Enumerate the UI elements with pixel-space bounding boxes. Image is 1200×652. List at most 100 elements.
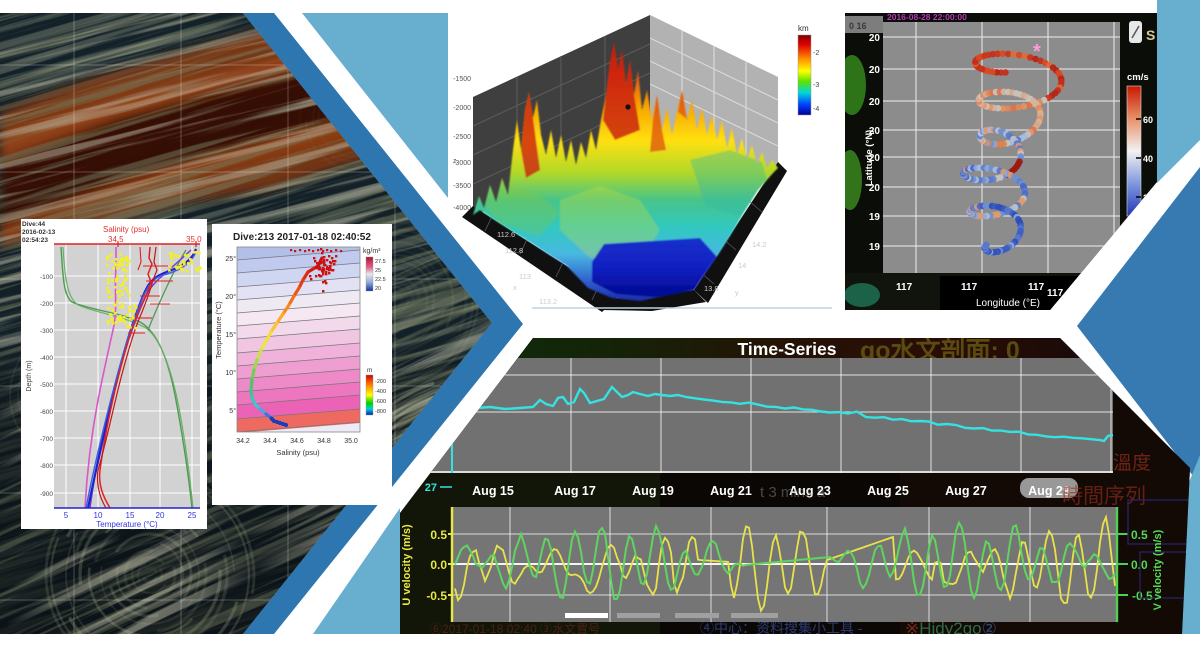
- svg-text:10: 10: [94, 511, 103, 520]
- svg-text:Aug 21: Aug 21: [710, 484, 752, 498]
- svg-text:-100: -100: [40, 274, 53, 281]
- svg-text:m: m: [367, 367, 372, 374]
- svg-text:112.8: 112.8: [505, 246, 523, 255]
- svg-text:20: 20: [375, 286, 381, 292]
- svg-text:14: 14: [738, 261, 746, 270]
- svg-text:34.6: 34.6: [290, 438, 304, 445]
- svg-text:-200: -200: [375, 379, 386, 385]
- svg-text:⑥2017-01-18 02:40 ③水文置号: ⑥2017-01-18 02:40 ③水文置号: [430, 621, 600, 636]
- svg-text:112.6: 112.6: [497, 230, 515, 239]
- svg-text:Aug 25: Aug 25: [867, 484, 909, 498]
- svg-text:Aug 17: Aug 17: [554, 484, 596, 498]
- svg-text:-0.5: -0.5: [426, 589, 447, 603]
- svg-text:Salinity (psu): Salinity (psu): [103, 225, 150, 234]
- svg-text:5°: 5°: [229, 407, 236, 415]
- svg-text:117: 117: [961, 282, 978, 293]
- svg-text:20: 20: [156, 511, 165, 520]
- svg-text:-800: -800: [40, 463, 53, 470]
- svg-text:60: 60: [1143, 115, 1153, 125]
- svg-text:Temperature (°C): Temperature (°C): [96, 520, 158, 529]
- svg-text:km: km: [798, 24, 809, 33]
- svg-text:Latitude (°N): Latitude (°N): [864, 130, 875, 187]
- svg-text:20: 20: [869, 183, 881, 194]
- svg-text:Dive:213 2017-01-18 02:40:52: Dive:213 2017-01-18 02:40:52: [233, 232, 371, 243]
- svg-text:20: 20: [869, 126, 881, 137]
- svg-text:25: 25: [188, 511, 197, 520]
- svg-text:V velocity (m/s): V velocity (m/s): [1152, 529, 1164, 610]
- svg-text:-600: -600: [40, 409, 53, 416]
- svg-text:15°: 15°: [225, 331, 236, 339]
- svg-text:Time-Series: Time-Series: [738, 339, 837, 359]
- svg-text:-2: -2: [813, 50, 819, 57]
- svg-text:34.8: 34.8: [317, 438, 331, 445]
- svg-text:-700: -700: [40, 436, 53, 443]
- svg-text:14.2: 14.2: [752, 240, 767, 249]
- svg-text:-3000: -3000: [453, 160, 471, 167]
- svg-text:-0.5: -0.5: [1132, 589, 1153, 603]
- svg-text:-4000: -4000: [453, 205, 471, 212]
- svg-text:Temperature (°C): Temperature (°C): [214, 301, 223, 359]
- svg-text:Aug 19: Aug 19: [632, 484, 674, 498]
- svg-text:19: 19: [869, 212, 881, 223]
- svg-text:27.5: 27.5: [375, 259, 386, 265]
- svg-text:y: y: [735, 288, 739, 297]
- svg-text:35.0: 35.0: [186, 235, 202, 244]
- svg-text:20: 20: [869, 153, 881, 164]
- svg-text:Salinity (psu): Salinity (psu): [276, 448, 320, 457]
- svg-text:*: *: [1033, 41, 1041, 63]
- svg-text:S: S: [1146, 27, 1155, 43]
- svg-text:34.2: 34.2: [236, 438, 250, 445]
- svg-text:02:54:23: 02:54:23: [22, 237, 48, 244]
- svg-text:0.0: 0.0: [430, 558, 447, 572]
- svg-text:Depth (m): Depth (m): [26, 360, 33, 391]
- svg-text:Longitude (°E): Longitude (°E): [976, 298, 1040, 309]
- svg-text:13.8: 13.8: [704, 284, 719, 293]
- svg-text:z: z: [453, 158, 457, 165]
- svg-text:0 16: 0 16: [849, 21, 867, 31]
- svg-text:20°: 20°: [225, 293, 236, 301]
- svg-text:Aug 27: Aug 27: [945, 484, 987, 498]
- svg-text:-900: -900: [40, 491, 53, 498]
- svg-text:-500: -500: [40, 382, 53, 389]
- svg-text:④中心：资料搜集小工具 -: ④中心：资料搜集小工具 -: [700, 620, 863, 636]
- svg-text:0.5: 0.5: [1131, 528, 1148, 542]
- svg-text:20: 20: [869, 33, 881, 44]
- svg-text:10°: 10°: [225, 369, 236, 377]
- svg-text:34.4: 34.4: [263, 438, 277, 445]
- svg-text:2016-08-28 22:00:00: 2016-08-28 22:00:00: [887, 12, 967, 22]
- svg-text:※Hidy2go②: ※Hidy2go②: [905, 619, 997, 638]
- svg-text:27: 27: [425, 482, 437, 494]
- svg-text:Aug 23: Aug 23: [789, 484, 831, 498]
- svg-text:-400: -400: [40, 355, 53, 362]
- svg-text:Aug 15: Aug 15: [472, 484, 514, 498]
- svg-text:22.5: 22.5: [375, 277, 386, 283]
- svg-text:cm/s: cm/s: [1127, 72, 1149, 83]
- svg-text:15: 15: [126, 511, 135, 520]
- svg-text:U velocity (m/s): U velocity (m/s): [401, 524, 413, 606]
- svg-text:Dive:44: Dive:44: [22, 221, 46, 228]
- svg-text:5: 5: [64, 511, 69, 520]
- svg-text:117: 117: [1028, 282, 1045, 293]
- svg-text:kg/m³: kg/m³: [363, 248, 381, 255]
- svg-text:-200: -200: [40, 301, 53, 308]
- svg-text:-3500: -3500: [453, 183, 471, 190]
- svg-text:20: 20: [869, 65, 881, 76]
- svg-text:Aug 29: Aug 29: [1028, 484, 1070, 498]
- svg-text:-400: -400: [375, 389, 386, 395]
- svg-text:20: 20: [869, 97, 881, 108]
- svg-text:-4: -4: [813, 106, 819, 113]
- svg-text:113: 113: [519, 272, 531, 281]
- svg-text:-1500: -1500: [453, 76, 471, 83]
- svg-text:117: 117: [1047, 288, 1064, 299]
- svg-text:-300: -300: [40, 328, 53, 335]
- svg-text:x: x: [513, 283, 517, 292]
- svg-text:40: 40: [1143, 154, 1153, 164]
- svg-text:溫度: 溫度: [1113, 452, 1151, 474]
- svg-text:-3: -3: [813, 82, 819, 89]
- svg-text:-2500: -2500: [453, 134, 471, 141]
- svg-text:t 3 mins a: t 3 mins a: [760, 484, 826, 501]
- svg-text:25°: 25°: [225, 255, 236, 263]
- svg-text:113.2: 113.2: [539, 297, 557, 306]
- svg-text:時間序列: 時間序列: [1062, 485, 1146, 508]
- svg-text:117: 117: [896, 282, 913, 293]
